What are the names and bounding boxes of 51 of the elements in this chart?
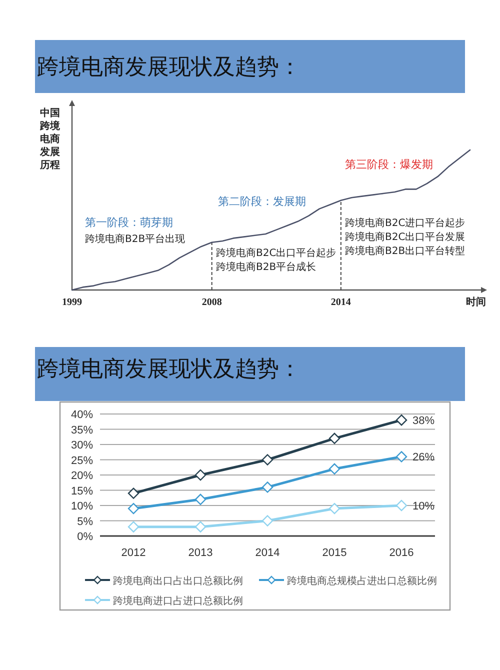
y-tick-label: 15% (70, 485, 94, 498)
x-tick-label: 2015 (322, 547, 347, 559)
data-label: 38% (412, 415, 435, 428)
y-axis-title: 中国跨境电商发展历程 (39, 107, 61, 171)
annotation: 第一阶段：萌芽期 (85, 216, 173, 229)
point (396, 414, 408, 426)
x-tick-label: 2012 (121, 547, 146, 559)
x-tick-label: 2013 (188, 547, 213, 559)
point (194, 521, 206, 532)
x-tick-label: 2014 (330, 297, 351, 308)
x-tick-label: 2014 (255, 547, 280, 559)
point (194, 469, 206, 481)
y-tick-label: 20% (70, 470, 94, 482)
x-tick-label: 1999 (62, 297, 82, 308)
point (396, 451, 408, 462)
y-tick-label: 10% (70, 500, 94, 512)
legend-label: 跨境电商总规模占进出口总额比例 (287, 575, 437, 587)
chart-title: 跨境电商发展现状及趋势： (37, 357, 301, 382)
annotation: 第二阶段：发展期 (218, 195, 306, 208)
point (328, 432, 340, 444)
annotation: 第三阶段：爆发期 (345, 158, 433, 171)
point (262, 454, 274, 466)
point (128, 521, 140, 532)
point (328, 463, 340, 474)
point (262, 515, 274, 526)
point (128, 502, 140, 514)
y-tick-label: 40% (70, 409, 94, 421)
y-tick-label: 25% (70, 454, 94, 467)
x-tick-label: 2016 (389, 547, 414, 559)
data-label: 10% (412, 500, 435, 512)
chart-title: 跨境电商发展现状及趋势： (37, 55, 301, 80)
point (328, 502, 340, 514)
annotation: 跨境电商B2B出口平台转型 (345, 245, 466, 257)
y-tick-label: 30% (70, 440, 94, 452)
legend-label: 跨境电商出口占出口总额比例 (113, 575, 243, 587)
y-tick-label: 35% (70, 424, 94, 436)
legend-label: 跨境电商进口占进口总额比例 (113, 595, 243, 607)
point (194, 494, 206, 505)
x-axis-title: 时间 (466, 296, 486, 308)
annotation: 跨境电商B2B平台成长 (216, 261, 316, 273)
data-label: 26% (412, 452, 435, 464)
point (128, 488, 140, 499)
annotation: 跨境电商B2B平台出现 (85, 233, 186, 245)
annotation: 跨境电商B2C出口平台发展 (345, 231, 466, 243)
point (396, 500, 408, 512)
y-tick-label: 5% (77, 516, 94, 528)
point (262, 482, 274, 493)
annotation: 跨境电商B2C进口平台起步 (345, 217, 466, 229)
x-tick-label: 2008 (202, 297, 222, 308)
y-tick-label: 0% (77, 531, 94, 543)
annotation: 跨境电商B2C出口平台起步 (216, 247, 336, 259)
